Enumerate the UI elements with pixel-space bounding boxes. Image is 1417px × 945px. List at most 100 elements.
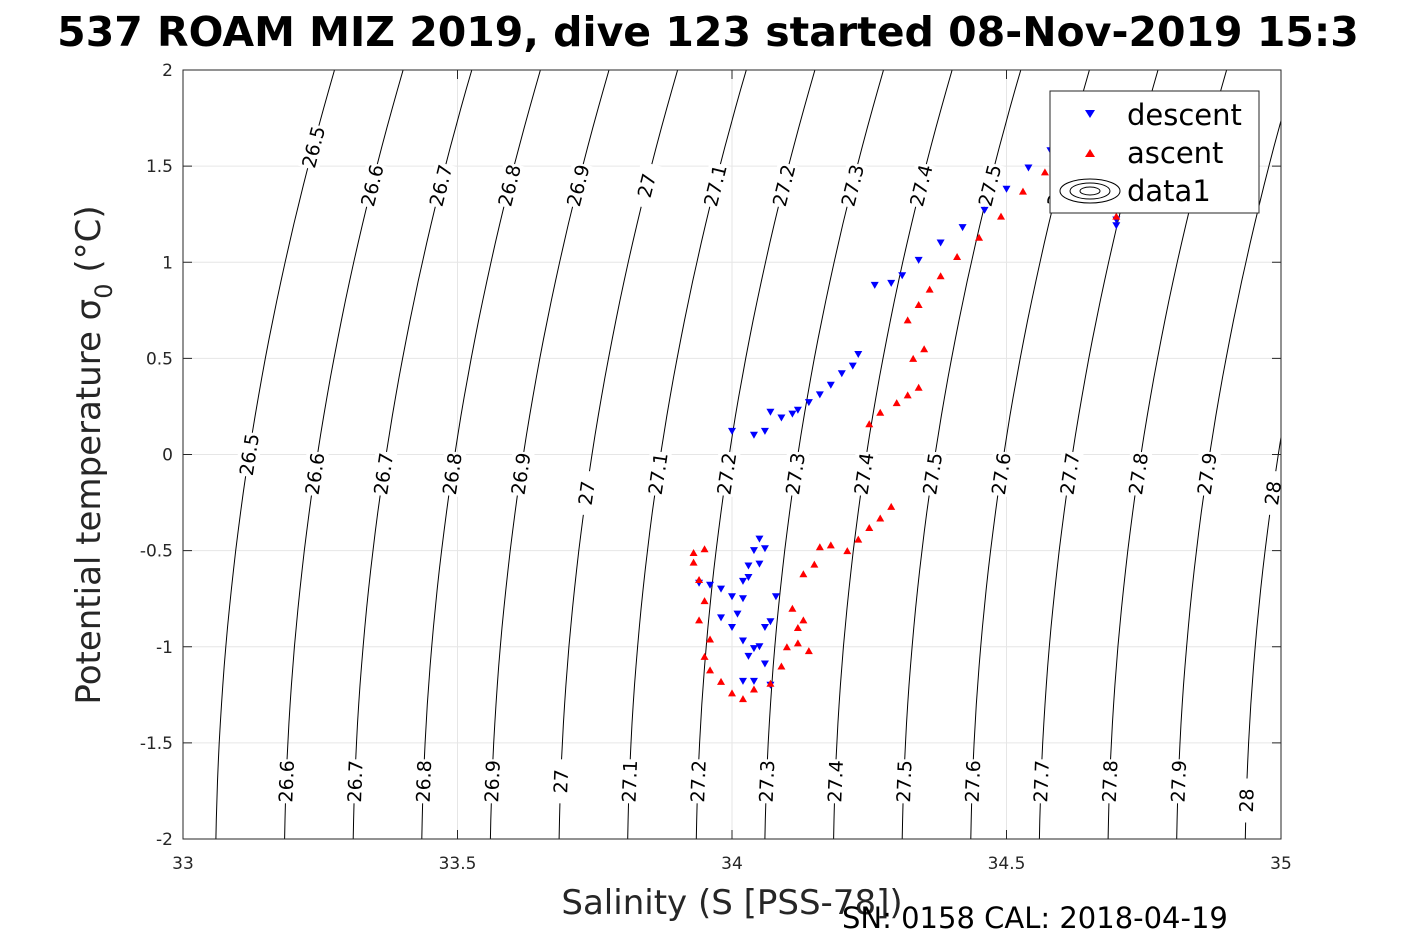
- isopycnal-label-bg: [342, 758, 367, 804]
- x-tick-label: 34: [721, 854, 743, 874]
- isopycnal-label-bg: [493, 161, 526, 210]
- isopycnal-label-bg: [767, 161, 800, 210]
- isopycnal-label: 26.9: [480, 758, 505, 804]
- ascent-point: [892, 399, 901, 407]
- descent-point: [766, 408, 775, 416]
- ascent-point: [689, 558, 698, 566]
- ascent-point: [706, 666, 715, 674]
- isopycnal-label-bg: [712, 450, 741, 498]
- ascent-point: [782, 643, 791, 651]
- isopycnal-label-bg: [411, 758, 436, 804]
- descent-point: [1024, 164, 1033, 172]
- descent-point: [728, 427, 736, 435]
- ascent-point: [700, 652, 709, 660]
- descent-point: [1112, 222, 1121, 230]
- descent-point: [755, 643, 764, 651]
- ascent-point: [953, 252, 962, 260]
- legend-marker-descent: [1085, 110, 1095, 118]
- ascent-point: [854, 535, 863, 543]
- isopycnal-label-bg: [369, 450, 398, 498]
- isopycnal-label-text: 26.9: [481, 760, 505, 803]
- isopycnal-label: 27: [630, 161, 663, 210]
- descent-point: [755, 535, 764, 543]
- ascent-point: [738, 695, 747, 703]
- ascent-point: [788, 604, 797, 612]
- isopycnal-label-bg: [1055, 450, 1084, 498]
- legend-label-data1: data1: [1127, 174, 1211, 208]
- isopycnal-label-bg: [572, 469, 601, 517]
- isopycnal-label-text: 27.6: [962, 760, 986, 803]
- isopycnal-label-bg: [617, 758, 642, 804]
- isopycnal-label-bg: [643, 450, 672, 498]
- isopycnal-label: 26.9: [506, 450, 535, 498]
- descent-point: [728, 593, 736, 601]
- ascent-point: [815, 543, 824, 551]
- ascent-point: [1018, 187, 1027, 195]
- y-tick-label: -1.5: [140, 734, 173, 754]
- legend-label-descent: descent: [1127, 98, 1242, 132]
- descent-point: [887, 279, 896, 287]
- descent-point: [738, 595, 747, 603]
- y-axis-label-symbol: σ: [69, 299, 109, 321]
- x-tick-label: 33.5: [439, 854, 477, 874]
- legend-marker-ascent: [1085, 149, 1095, 157]
- isopycnal-label: 27.8: [1097, 758, 1122, 804]
- y-tick-label: 1.5: [146, 157, 173, 177]
- descent-point: [728, 624, 736, 632]
- isopycnal-label-bg: [437, 450, 466, 498]
- descent-point: [755, 560, 764, 568]
- descent-point: [914, 256, 923, 264]
- isopycnal-label-bg: [849, 450, 878, 498]
- x-tick-label: 33: [172, 854, 194, 874]
- serial-calibration-label: SN: 0158 CAL: 2018-04-19: [842, 901, 1228, 935]
- isopycnal-label-bg: [274, 758, 298, 804]
- descent-point: [870, 281, 879, 289]
- descent-point: [706, 581, 715, 589]
- ascent-point: [909, 354, 918, 362]
- descent-point: [793, 406, 802, 414]
- isopycnal-label: 27.4: [823, 758, 848, 804]
- x-axis-label: Salinity (S [PSS-78]): [561, 883, 902, 923]
- y-tick-label: 1: [162, 253, 173, 273]
- descent-point: [826, 381, 835, 389]
- descent-point: [749, 645, 758, 653]
- isopycnal-label-bg: [548, 758, 573, 804]
- ascent-point: [749, 685, 758, 693]
- descent-point: [788, 410, 797, 418]
- y-tick-label: -2: [156, 830, 173, 850]
- isopycnal-label-bg: [780, 450, 810, 498]
- descent-point: [766, 618, 775, 626]
- ascent-point: [975, 233, 984, 241]
- isopycnal-label: 27.7: [1029, 758, 1054, 804]
- ascent-point: [876, 408, 885, 416]
- ascent-point: [876, 514, 885, 522]
- y-tick-label: 0.5: [146, 349, 173, 369]
- isopycnal-label-bg: [699, 161, 731, 210]
- descent-point: [749, 547, 758, 555]
- x-tick-label: 34.5: [988, 854, 1026, 874]
- ascent-point: [865, 524, 874, 532]
- isopycnal-label: 27.9: [1166, 758, 1191, 804]
- ascent-point: [1040, 168, 1049, 176]
- isopycnal-label-bg: [234, 431, 264, 478]
- ascent-point: [717, 677, 726, 685]
- isopycnal-label: 27.5: [891, 758, 917, 804]
- ascent-point: [843, 547, 852, 555]
- legend-marker-data1: [1059, 178, 1121, 204]
- ascent-point: [700, 597, 709, 605]
- descent-point: [804, 399, 813, 407]
- y-tick-label: 2: [162, 61, 173, 81]
- ascent-point: [804, 647, 813, 655]
- ascent-point: [936, 272, 945, 280]
- isopycnal-label-text: 27: [575, 480, 600, 507]
- isopycnal-label-bg: [424, 161, 457, 210]
- descent-point: [738, 577, 747, 585]
- ascent-point: [887, 502, 896, 510]
- descent-point: [749, 677, 758, 685]
- ascent-point: [777, 662, 786, 670]
- isopycnal-label-bg: [506, 450, 535, 498]
- isopycnal-label-text: 26.6: [275, 760, 299, 803]
- ascent-point: [689, 549, 698, 557]
- descent-point: [749, 431, 758, 439]
